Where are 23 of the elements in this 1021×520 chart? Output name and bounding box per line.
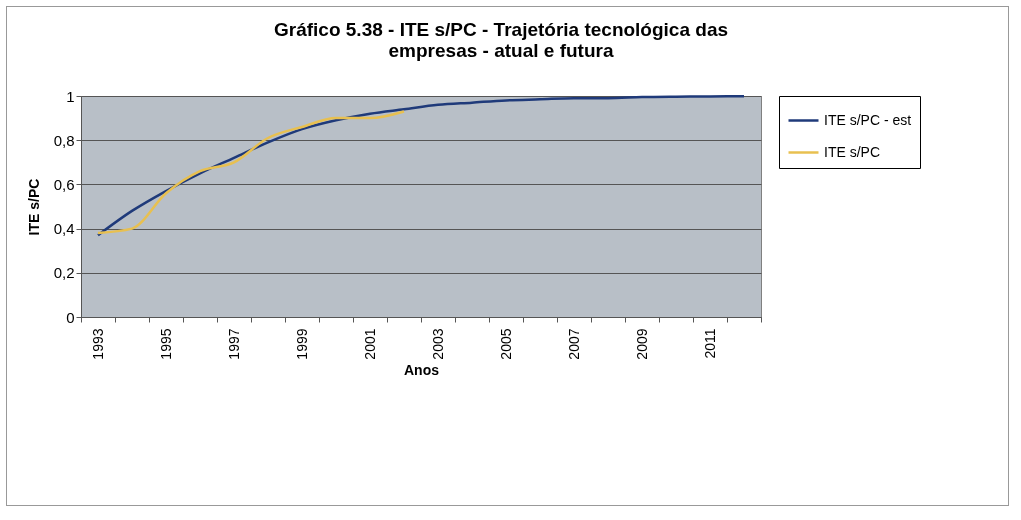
x-tick-label: 2009 <box>633 328 650 360</box>
y-axis-title: ITE s/PC <box>25 178 42 236</box>
x-tick-label: 2003 <box>429 328 446 360</box>
x-tick-label: 1993 <box>89 328 106 360</box>
y-tick-label: 0,6 <box>53 175 75 193</box>
x-tick-label: 1999 <box>293 328 310 360</box>
line-series <box>96 110 406 235</box>
legend-label: ITE s/PC <box>824 143 881 160</box>
y-tick-label: 0,2 <box>53 264 75 282</box>
x-axis-title: Anos <box>404 361 440 378</box>
chart-title: Gráfico 5.38 - ITE s/PC - Trajetória tecnológica das empresas - atual e futura <box>273 19 729 61</box>
legend-label: ITE s/PC - est <box>824 111 912 128</box>
y-tick-label: 1 <box>66 87 75 105</box>
y-tick-label: 0,8 <box>53 131 75 149</box>
x-tick-label: 2005 <box>497 328 514 360</box>
y-tick-label: 0,4 <box>53 220 75 238</box>
x-tick-label: 2001 <box>361 328 378 360</box>
y-tick-label: 0 <box>66 308 75 326</box>
x-tick-label: 2007 <box>565 328 582 360</box>
x-tick-label: 1995 <box>157 328 174 360</box>
line-series <box>96 94 746 237</box>
x-tick-label: 1997 <box>225 328 242 360</box>
x-tick-label: 2011 <box>701 328 718 359</box>
